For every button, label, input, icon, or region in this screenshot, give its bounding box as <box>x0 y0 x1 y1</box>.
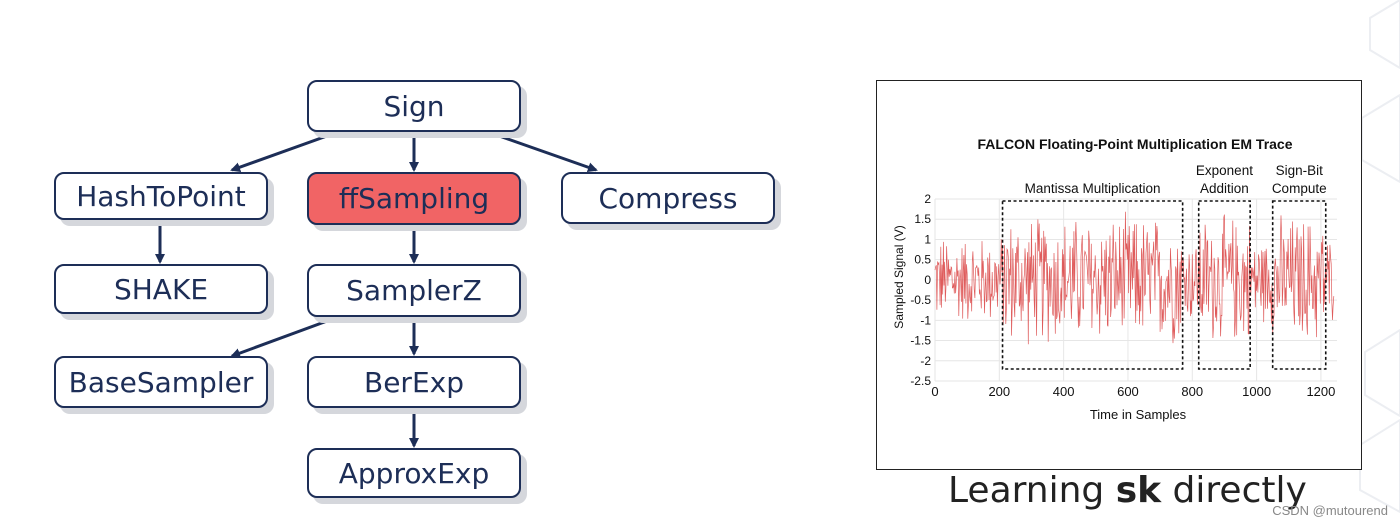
node-ffsampling: ffSampling <box>307 172 521 225</box>
caption: Learning sk directly <box>948 470 1307 511</box>
node-berexp: BerExp <box>307 356 521 408</box>
watermark: CSDN @mutourend <box>1272 503 1388 518</box>
node-approxexp: ApproxExp <box>307 448 521 498</box>
node-label: Compress <box>598 181 738 215</box>
node-shake: SHAKE <box>54 264 268 314</box>
node-label: SHAKE <box>113 272 209 306</box>
node-samplerz: SamplerZ <box>307 264 521 317</box>
trace-line <box>934 211 1335 345</box>
x-tick-label: 1000 <box>1242 384 1271 399</box>
region-label: Compute <box>1272 181 1327 196</box>
edge-sign-compress <box>487 130 598 173</box>
edge-samplerz-basesampler <box>230 315 339 358</box>
node-basesampler: BaseSampler <box>54 356 268 408</box>
node-hashtopoint: HashToPoint <box>54 172 268 220</box>
y-tick-label: -1 <box>920 313 931 327</box>
y-tick-label: -0.5 <box>910 293 931 307</box>
y-axis-label: Sampled Signal (V) <box>892 225 906 328</box>
node-label: HashToPoint <box>76 179 246 213</box>
node-label: BaseSampler <box>68 365 254 399</box>
trace-layer <box>934 211 1335 345</box>
x-tick-label: 400 <box>1053 384 1075 399</box>
region-layer: Mantissa Multiplication Exponent Addition S… <box>1001 163 1327 370</box>
node-label: ffSampling <box>338 182 490 215</box>
em-trace-chart: Mantissa Multiplication Exponent Addition S… <box>876 80 1362 470</box>
x-tick-label: 200 <box>988 384 1010 399</box>
y-tick-label: -1.5 <box>910 334 931 348</box>
region-label: Addition <box>1200 181 1249 196</box>
region-label: Exponent <box>1196 163 1253 178</box>
region-box <box>1197 200 1251 370</box>
caption-suffix: directly <box>1161 470 1307 511</box>
node-label: ApproxExp <box>338 456 490 490</box>
region-label: Mantissa Multiplication <box>1025 181 1161 196</box>
x-tick-label: 600 <box>1117 384 1139 399</box>
node-sign: Sign <box>307 80 521 132</box>
axis-layer: 21.510.50-0.5-1-1.5-2-2.50 200 400 600 800 10… <box>910 192 1335 399</box>
chart-title: FALCON Floating-Point Multiplication EM … <box>978 136 1293 152</box>
y-tick-label: 1 <box>924 232 931 246</box>
y-tick-label: 1.5 <box>914 212 931 226</box>
node-label: SamplerZ <box>346 274 482 307</box>
x-tick-label: 1200 <box>1306 384 1335 399</box>
x-axis-label: Time in Samples <box>1090 407 1187 422</box>
y-tick-label: 0 <box>924 273 931 287</box>
caption-bold: sk <box>1115 470 1162 511</box>
caption-prefix: Learning <box>948 470 1116 511</box>
y-tick-label: 2 <box>924 192 931 206</box>
em-trace-plot: Mantissa Multiplication Exponent Addition S… <box>892 136 1337 422</box>
y-tick-label: 0.5 <box>914 253 931 267</box>
node-label: Sign <box>383 89 445 123</box>
x-tick-label: 800 <box>1181 384 1203 399</box>
node-label: BerExp <box>364 365 464 399</box>
region-label: Sign-Bit <box>1276 163 1324 178</box>
region-box <box>1271 200 1327 370</box>
x-tick-label: 0 <box>931 384 938 399</box>
y-tick-label: -2.5 <box>910 374 931 388</box>
y-tick-label: -2 <box>920 354 931 368</box>
edge-sign-hashtopoint <box>230 130 339 173</box>
region-box <box>1001 200 1184 370</box>
node-compress: Compress <box>561 172 775 224</box>
